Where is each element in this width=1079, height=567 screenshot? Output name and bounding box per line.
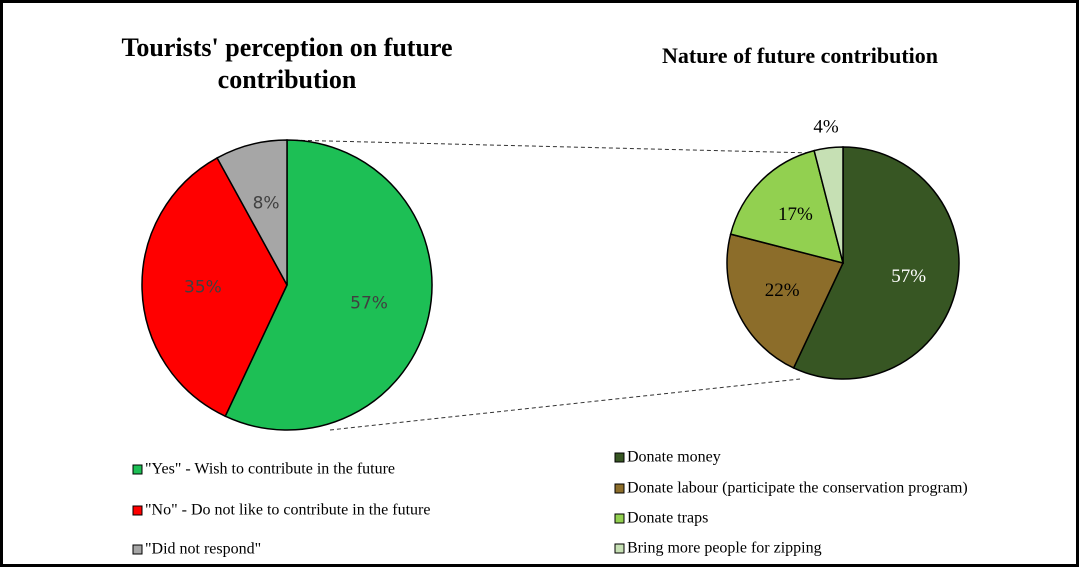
legend-swatch xyxy=(132,505,143,516)
legend-label: "No" - Do not like to contribute in the … xyxy=(145,502,430,519)
pie-slice xyxy=(792,146,960,380)
pie-slice xyxy=(216,139,288,286)
legend-label: "Yes" - Wish to contribute in the future xyxy=(145,461,395,478)
legend-swatch xyxy=(614,452,625,463)
pie-slice xyxy=(726,233,845,369)
chart-title: Tourists' perception on future contribut… xyxy=(121,33,453,94)
data-label: 35% xyxy=(184,278,222,298)
legend-label: "Did not respond" xyxy=(145,541,261,558)
data-label: 8% xyxy=(253,194,280,214)
pie-slice xyxy=(813,146,844,264)
legend-swatch xyxy=(614,483,625,494)
data-label: 57% xyxy=(350,293,388,313)
legend-swatch xyxy=(132,544,143,555)
legend-swatch xyxy=(614,513,625,524)
legend-label: Donate traps xyxy=(627,510,708,527)
data-label: 57% xyxy=(891,266,926,287)
pie-slice xyxy=(224,139,433,431)
legend-label: Bring more people for zipping xyxy=(627,540,822,557)
legend-swatch xyxy=(132,464,143,475)
legend-label: Donate money xyxy=(627,449,721,466)
data-label: 22% xyxy=(765,280,800,301)
chart-title: Nature of future contribution xyxy=(661,43,938,68)
connector xyxy=(329,378,801,431)
data-label: 17% xyxy=(778,204,813,225)
legend-label: Donate labour (participate the conservat… xyxy=(627,480,968,497)
connector xyxy=(286,139,814,154)
pie-slice xyxy=(729,149,845,265)
legend-swatch xyxy=(614,543,625,554)
data-label: 4% xyxy=(813,117,839,138)
pie-slice xyxy=(141,156,288,418)
